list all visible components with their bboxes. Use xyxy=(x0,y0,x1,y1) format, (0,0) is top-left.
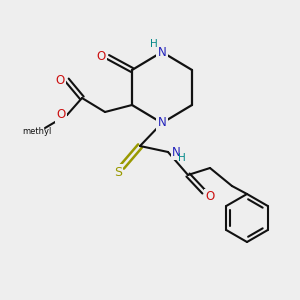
Text: S: S xyxy=(114,166,122,178)
Text: H: H xyxy=(178,153,186,163)
Text: O: O xyxy=(206,190,214,203)
Text: O: O xyxy=(56,74,64,86)
Text: N: N xyxy=(172,146,181,158)
Text: O: O xyxy=(56,109,66,122)
Text: H: H xyxy=(150,39,158,49)
Text: methyl: methyl xyxy=(22,128,52,136)
Text: N: N xyxy=(158,46,166,59)
Text: O: O xyxy=(96,50,106,64)
Text: N: N xyxy=(158,116,166,130)
